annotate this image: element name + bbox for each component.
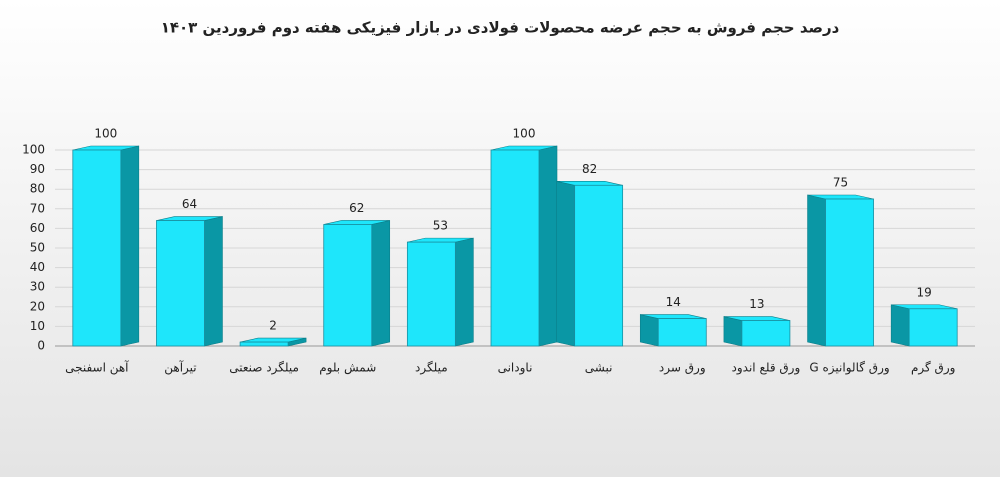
value-label: 100	[94, 127, 117, 141]
value-label: 13	[749, 297, 764, 311]
value-label: 100	[513, 127, 536, 141]
value-label: 62	[349, 201, 364, 215]
y-tick-label: 60	[30, 221, 45, 235]
bar	[741, 320, 791, 347]
value-label: 53	[433, 219, 448, 233]
bar-side	[807, 194, 826, 347]
bar	[825, 198, 874, 347]
x-tick-label: ورق سرد	[659, 361, 706, 376]
y-tick-label: 80	[30, 182, 45, 196]
bar	[406, 241, 456, 347]
x-tick-label: ورق قلع اندود	[732, 361, 801, 376]
y-tick-label: 90	[30, 162, 45, 176]
y-tick-label: 40	[30, 260, 45, 274]
bar-side	[538, 145, 558, 347]
x-tick-label: نبشی	[585, 361, 613, 375]
y-tick-label: 100	[22, 143, 45, 157]
bar-side	[556, 180, 575, 347]
y-tick-label: 20	[30, 299, 45, 313]
bar	[72, 149, 122, 347]
x-tick-label: آهن اسفنجی	[65, 360, 129, 376]
bar	[908, 308, 958, 347]
bar-side	[455, 237, 474, 347]
value-label: 14	[666, 295, 681, 309]
value-label: 64	[182, 197, 197, 211]
bar	[239, 341, 289, 347]
bar-side	[890, 304, 910, 347]
x-tick-label: ورق گالوانیزه G	[809, 361, 889, 376]
x-tick-label: تیرآهن	[164, 360, 196, 376]
x-tick-label: شمش بلوم	[319, 361, 376, 376]
y-tick-label: 10	[30, 319, 45, 333]
y-tick-label: 0	[37, 339, 45, 353]
bar-side	[639, 314, 659, 347]
x-tick-label: ناودانی	[498, 361, 533, 376]
x-tick-label: میلگرد	[415, 361, 448, 376]
bar	[323, 224, 373, 347]
value-label: 75	[833, 176, 848, 190]
y-tick-label: 50	[30, 241, 45, 255]
bar-side	[371, 220, 391, 347]
bar-side	[120, 145, 140, 347]
value-label: 82	[582, 162, 597, 176]
bar-side	[204, 216, 223, 347]
chart-title: درصد حجم فروش به حجم عرضه محصولات فولادی…	[161, 19, 840, 37]
x-tick-label: ورق گرم	[911, 361, 955, 376]
value-label: 2	[269, 319, 277, 333]
x-tick-label: میلگرد صنعتی	[229, 361, 299, 376]
bar	[490, 149, 540, 347]
y-tick-label: 30	[30, 280, 45, 294]
bar	[657, 318, 707, 347]
value-label: 19	[917, 285, 932, 299]
bar	[574, 184, 624, 347]
bar-side	[723, 316, 743, 347]
bar	[156, 220, 205, 347]
y-tick-label: 70	[30, 201, 45, 215]
